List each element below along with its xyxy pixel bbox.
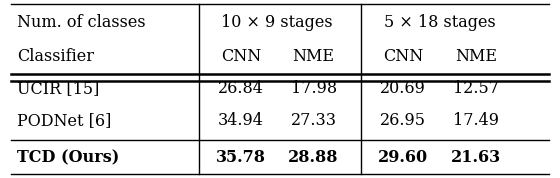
Text: 35.78: 35.78 [216,149,266,166]
Text: TCD (Ours): TCD (Ours) [17,149,119,166]
Text: 10 × 9 stages: 10 × 9 stages [221,14,333,31]
Text: NME: NME [293,48,335,65]
Text: 20.69: 20.69 [380,80,426,97]
Text: NME: NME [455,48,497,65]
Text: 17.98: 17.98 [291,80,337,97]
Text: Num. of classes: Num. of classes [17,14,146,31]
Text: 17.49: 17.49 [453,112,499,129]
Text: 5 × 18 stages: 5 × 18 stages [384,14,496,31]
Text: 27.33: 27.33 [291,112,337,129]
Text: 34.94: 34.94 [218,112,264,129]
Text: PODNet [6]: PODNet [6] [17,112,111,129]
Text: UCIR [15]: UCIR [15] [17,80,99,97]
Text: 29.60: 29.60 [378,149,428,166]
Text: CNN: CNN [383,48,423,65]
Text: CNN: CNN [221,48,261,65]
Text: 28.88: 28.88 [288,149,339,166]
Text: 12.57: 12.57 [453,80,499,97]
Text: 26.95: 26.95 [380,112,426,129]
Text: 26.84: 26.84 [218,80,264,97]
Text: Classifier: Classifier [17,48,94,65]
Text: 21.63: 21.63 [451,149,501,166]
